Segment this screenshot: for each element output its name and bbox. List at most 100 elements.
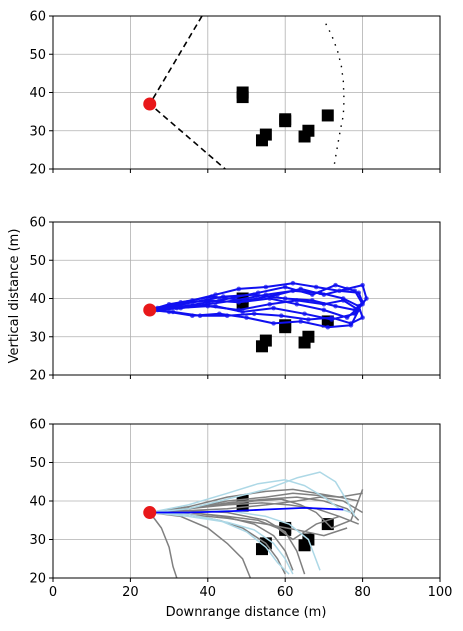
x-tick-label: 100 (428, 585, 453, 600)
series-line (149, 511, 290, 575)
start-point-marker (143, 303, 157, 317)
series-line (149, 509, 306, 575)
x-tick-label: 0 (49, 585, 57, 600)
series-point (348, 322, 354, 328)
series-point (267, 301, 273, 307)
y-tick-label: 30 (29, 533, 46, 548)
y-tick-label: 60 (29, 10, 46, 25)
chart-panel-1: 20 30 40 50 60 (29, 10, 441, 178)
series-point (325, 324, 331, 330)
obstacle-marker (236, 91, 249, 104)
series-point (205, 303, 211, 309)
series-point (174, 301, 180, 307)
series-point (236, 300, 242, 305)
series-point (294, 301, 300, 307)
y-tick-label: 30 (29, 124, 46, 139)
series-point (271, 321, 276, 326)
series-point (321, 301, 327, 307)
series-point (205, 298, 211, 303)
obstacle-marker (298, 130, 311, 143)
series-line (149, 506, 344, 514)
y-tick-label: 40 (29, 495, 46, 510)
series-point (271, 305, 276, 311)
y-tick-label: 50 (29, 48, 46, 63)
y-tick-label: 20 (29, 163, 46, 178)
series-point (275, 292, 280, 297)
series-point (217, 311, 222, 317)
series-line (149, 511, 294, 575)
y-tick-label: 60 (29, 216, 46, 231)
series-line (149, 284, 364, 319)
series-point (344, 315, 350, 320)
series-point (267, 296, 273, 301)
series-point (321, 292, 327, 297)
series-point (333, 303, 338, 309)
x-tick-label: 40 (200, 585, 217, 600)
series-point (333, 282, 338, 288)
series-line (149, 512, 178, 578)
obstacle-marker (298, 336, 311, 349)
series-point (352, 288, 358, 294)
series-point (313, 284, 319, 290)
x-tick-label: 20 (122, 585, 139, 600)
series-point (302, 311, 307, 317)
obstacle-marker (255, 134, 268, 147)
obstacle-marker (255, 340, 268, 353)
plot-area (143, 471, 364, 578)
series-line (149, 488, 363, 514)
series-point (306, 317, 311, 322)
y-tick-label: 60 (29, 418, 46, 433)
y-axis-label: Vertical distance (m) (7, 229, 22, 364)
series-point (166, 309, 172, 315)
series-point (217, 298, 222, 303)
y-tick-label: 40 (29, 86, 46, 101)
obstacle-marker (298, 539, 311, 552)
series-point (244, 315, 249, 320)
x-axis-label: Downrange distance (m) (166, 605, 327, 620)
series-point (290, 280, 296, 286)
series-point (279, 313, 284, 319)
series-line (149, 511, 286, 575)
obstacle-marker (279, 321, 292, 334)
series-point (340, 298, 346, 303)
series-point (360, 315, 365, 320)
series-point (236, 286, 242, 292)
series-point (360, 282, 365, 288)
x-tick-label: 80 (354, 585, 371, 600)
series-point (240, 309, 245, 315)
series-point (236, 307, 242, 313)
y-tick-label: 20 (29, 369, 46, 384)
series-point (360, 301, 365, 307)
series-point (294, 298, 300, 303)
series-point (182, 303, 187, 309)
series-line (149, 489, 364, 529)
series-point (190, 313, 195, 319)
series-point (321, 307, 327, 313)
plot-area (143, 16, 345, 169)
series-line (149, 471, 356, 517)
y-tick-label: 50 (29, 456, 46, 471)
series-point (209, 294, 214, 299)
series-line (149, 282, 364, 311)
series-point (298, 319, 303, 324)
series-point (263, 284, 269, 290)
start-point-marker (143, 97, 157, 111)
series-point (309, 292, 315, 297)
series-point (155, 305, 160, 311)
series-point (251, 311, 257, 317)
y-tick-label: 40 (29, 292, 46, 307)
series-line (325, 23, 345, 169)
series-line (149, 299, 360, 329)
chart-panel-2: 20 30 40 50 60 (29, 216, 441, 384)
y-tick-label: 20 (29, 572, 46, 587)
series-line (149, 479, 352, 514)
series-point (213, 292, 218, 297)
series-point (282, 296, 288, 301)
series-line (149, 511, 252, 578)
series-point (282, 284, 288, 290)
series-point (255, 290, 261, 296)
y-tick-label: 30 (29, 330, 46, 345)
start-point-marker (143, 506, 157, 520)
